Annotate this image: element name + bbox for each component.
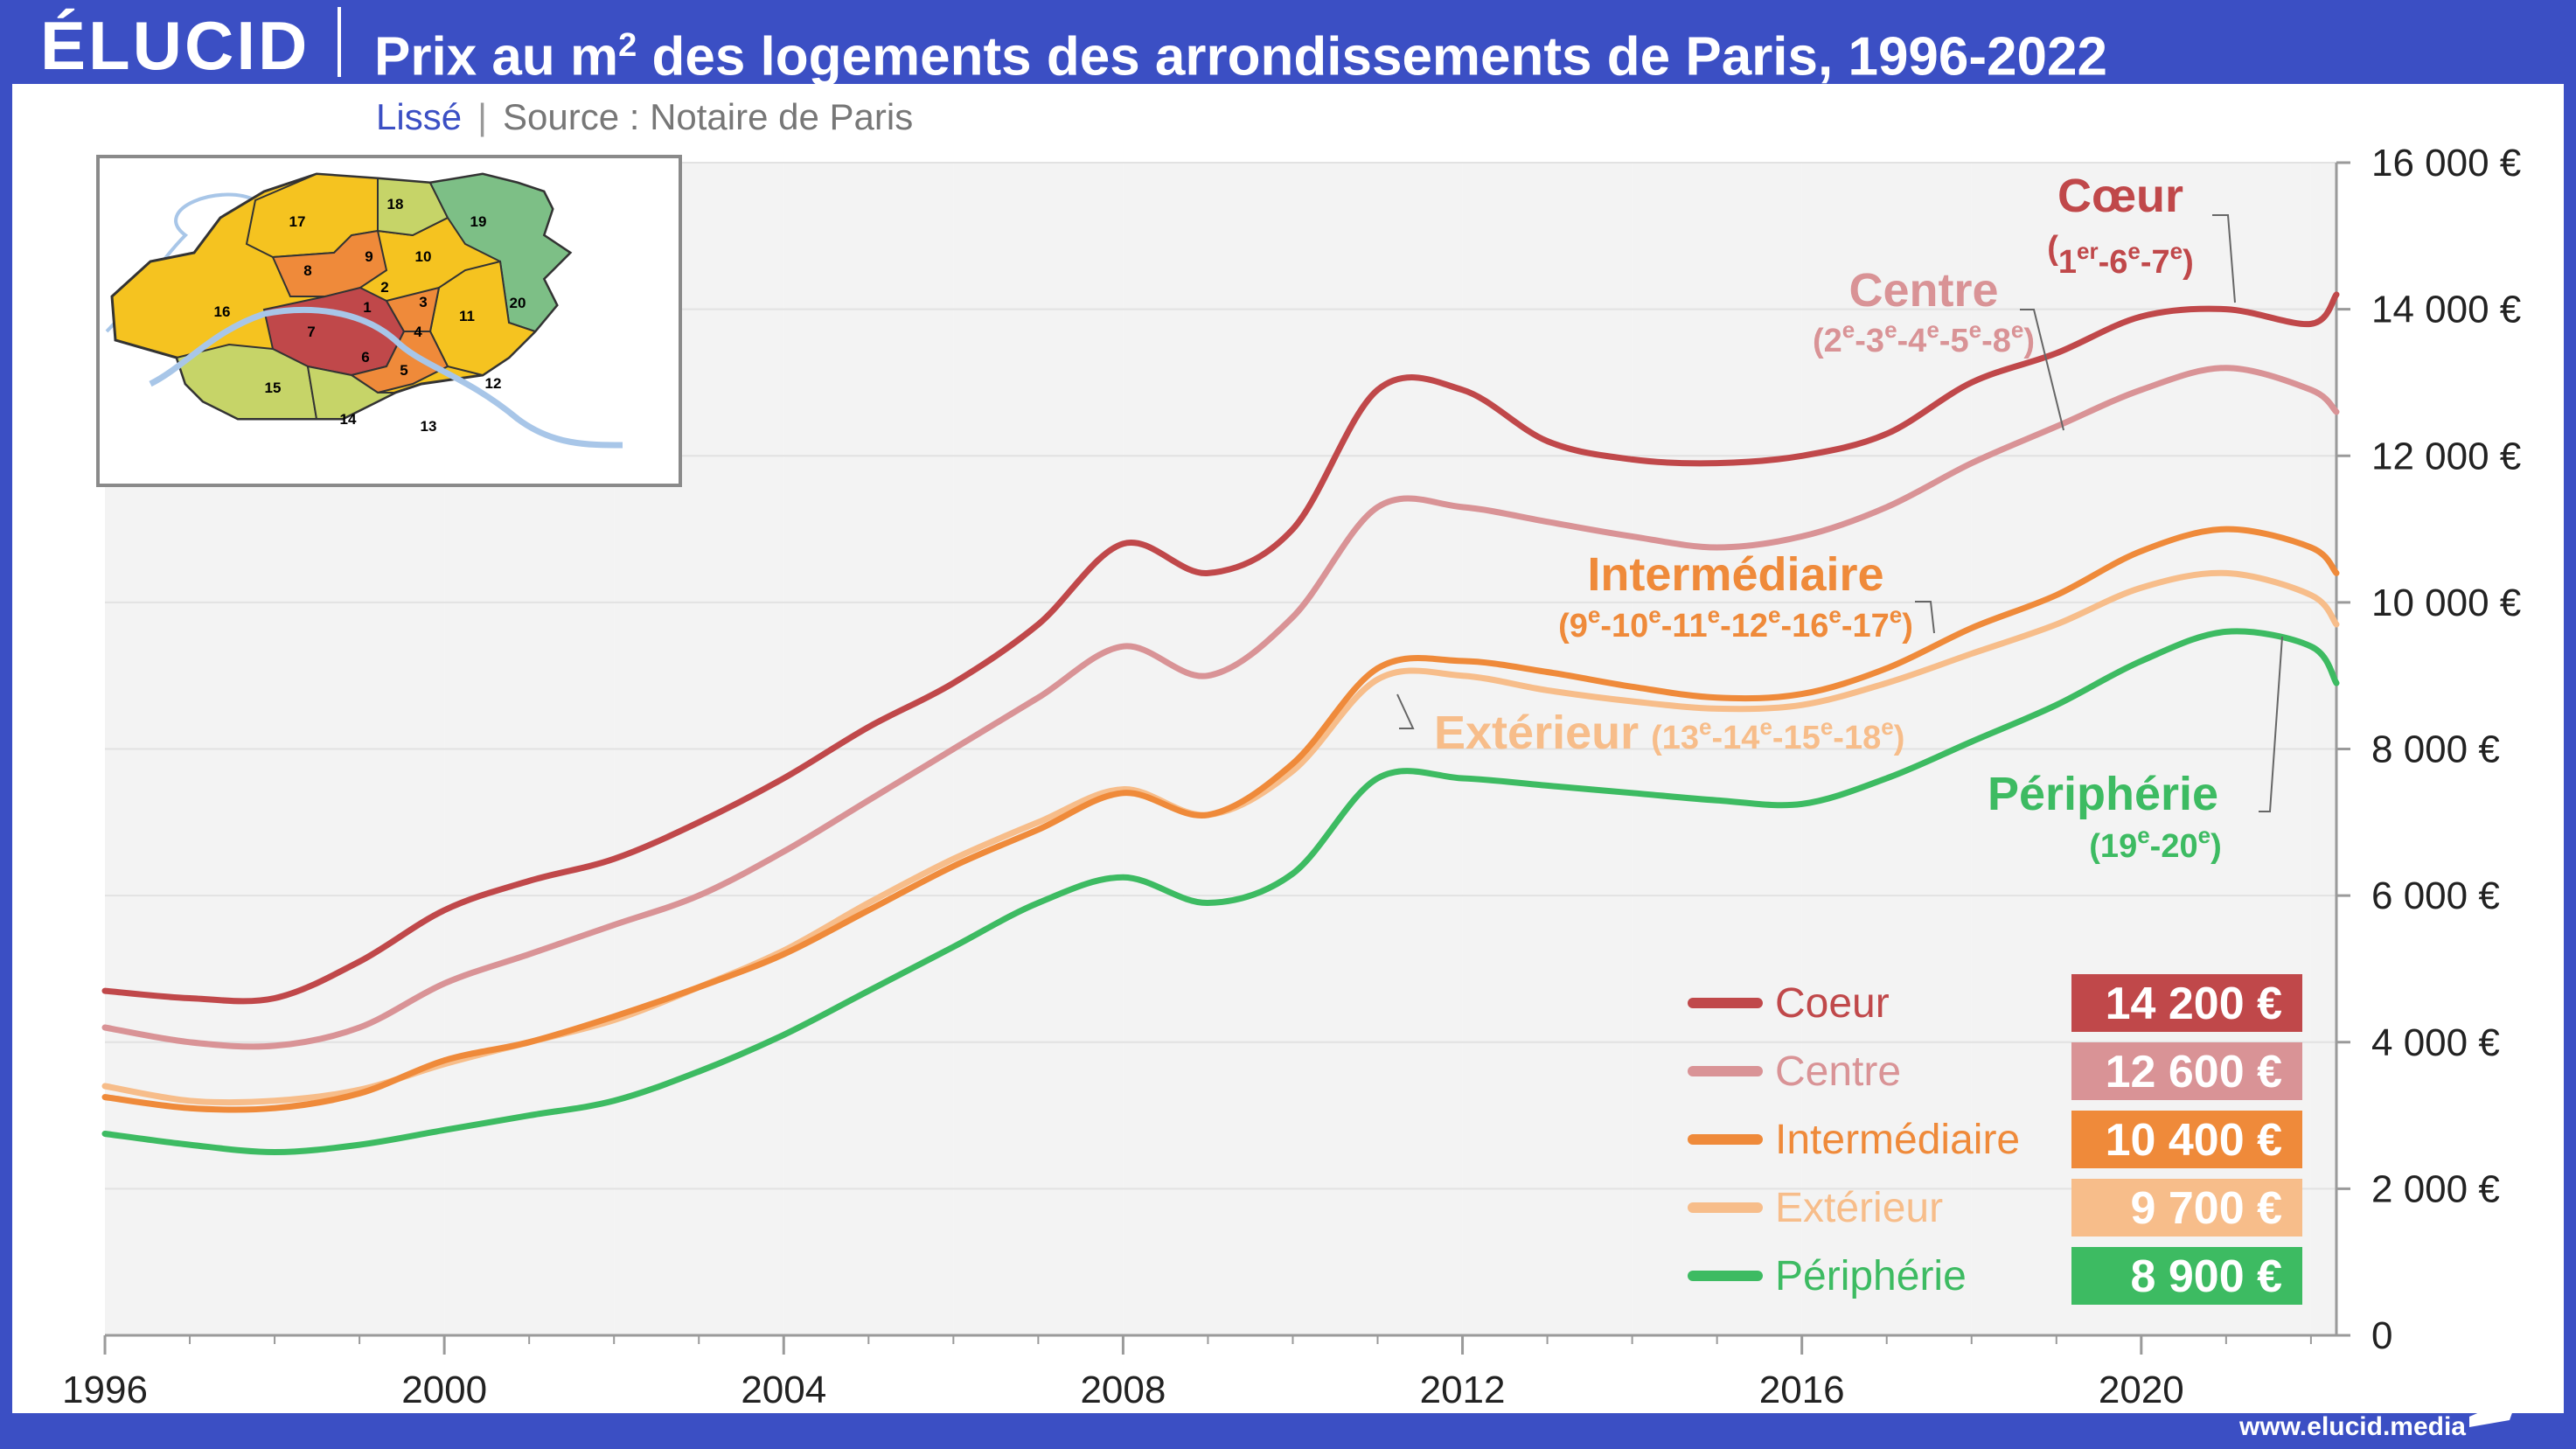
map-label-9: 9 (365, 248, 372, 265)
legend-value-exterieur: 9 700 € (2131, 1183, 2283, 1234)
legend-name-centre: Centre (1775, 1048, 1901, 1095)
map-label-11: 11 (459, 308, 475, 324)
map-label-4: 4 (414, 324, 422, 340)
y-tick-label: 6 000 € (2371, 874, 2500, 917)
map-label-15: 15 (265, 380, 282, 396)
legend-value-badge-coeur (2071, 974, 2302, 1032)
label-leaders (1396, 214, 2283, 812)
footer-url: www.elucid.media (2239, 1412, 2466, 1441)
chart-title: Prix au m2 des logements des arrondissem… (374, 0, 2107, 87)
x-tick-label: 2004 (741, 1369, 826, 1411)
brand-logo: ÉLUCID (40, 7, 310, 84)
series-line-coeur (101, 291, 2340, 1005)
x-tick-label: 2008 (1080, 1369, 1166, 1411)
y-tick-label: 8 000 € (2371, 728, 2500, 771)
y-tick-label: 4 000 € (2371, 1021, 2500, 1064)
legend-value-badge-centre (2071, 1042, 2302, 1100)
y-tick-label: 0 (2371, 1314, 2392, 1357)
map-label-16: 16 (214, 303, 231, 320)
legend-name-peripherie: Périphérie (1775, 1253, 1967, 1299)
y-tick-label: 12 000 € (2371, 435, 2521, 477)
map-label-17: 17 (289, 213, 306, 230)
x-tick-label: 2000 (401, 1369, 487, 1411)
legend-value-intermediaire: 10 400 € (2106, 1115, 2282, 1166)
districts-19-20 (428, 172, 572, 333)
source-label: Source : Notaire de Paris (502, 96, 914, 137)
header: ÉLUCID Prix au m2 des logements des arro… (0, 0, 2576, 87)
x-tick-label: 2012 (1420, 1369, 1506, 1411)
legend-value-badge-peripherie (2071, 1247, 2302, 1305)
title-prefix: Prix au m (374, 26, 619, 87)
legend-name-exterieur: Extérieur (1775, 1185, 1943, 1231)
map-label-1: 1 (363, 299, 371, 316)
y-tick-label: 10 000 € (2371, 582, 2521, 624)
series-line-intermediaire (101, 526, 2340, 1113)
leader-coeur (2212, 214, 2236, 303)
legend-value-badge-exterieur (2071, 1179, 2302, 1237)
series-label-coeur: Cœur (2057, 170, 2183, 222)
series-line-centre (101, 365, 2340, 1050)
x-tick-label: 2020 (2099, 1369, 2184, 1411)
map-label-5: 5 (400, 362, 407, 379)
chart-subtitle: Lissé | Source : Notaire de Paris (376, 96, 913, 138)
leader-exterieur (1396, 693, 1415, 729)
map-label-2: 2 (380, 279, 388, 296)
map-label-6: 6 (361, 349, 369, 366)
map-label-13: 13 (421, 418, 437, 435)
map-label-10: 10 (415, 248, 432, 265)
legend-name-intermediaire: Intermédiaire (1775, 1117, 2020, 1163)
series-detail-centre: (2e-3e-4e-5e-8e) (1813, 317, 2035, 359)
legend-value-centre: 12 600 € (2106, 1047, 2282, 1097)
map-label-19: 19 (470, 213, 487, 230)
legend-name-coeur: Coeur (1775, 980, 1890, 1027)
x-tick-label: 1996 (62, 1369, 148, 1411)
paris-map: 17 18 19 20 8 9 10 16 2 1 3 11 7 4 6 5 1… (96, 155, 682, 487)
series-detail-coeur: (1er-6e-7e) (2047, 230, 2194, 281)
legend-value-coeur: 14 200 € (2106, 979, 2282, 1029)
series-label-centre: Centre (1848, 264, 1998, 317)
map-label-8: 8 (303, 262, 311, 279)
map-label-7: 7 (307, 324, 315, 340)
series-lines (101, 291, 2340, 1155)
header-separator (338, 7, 341, 77)
seine-river-icon (149, 306, 623, 449)
legend: Coeur 14 200 € Centre 12 600 € Intermédiaire… (1688, 974, 2302, 1305)
smoothed-label: Lissé (376, 96, 463, 137)
map-label-14: 14 (340, 411, 357, 428)
leader-intermediaire (1915, 601, 1935, 634)
x-tick-label: 2016 (1759, 1369, 1845, 1411)
map-label-12: 12 (485, 375, 502, 392)
district-5 (349, 331, 449, 394)
y-tick-label: 14 000 € (2371, 289, 2521, 331)
title-superscript: 2 (618, 27, 637, 64)
districts-8-9-10 (271, 229, 388, 297)
title-suffix: des logements des arrondissements de Par… (637, 26, 2107, 87)
series-detail-exterieur: (13e-14e-15e-18e) (1651, 714, 1904, 756)
series-detail-peripherie: (19e-20e) (2089, 822, 2221, 865)
leader-peripherie (2259, 636, 2283, 812)
series-label-intermediaire: Intermédiaire (1587, 548, 1883, 601)
district-11-12 (428, 260, 537, 377)
elucid-mark-icon (2469, 1396, 2518, 1427)
map-label-3: 3 (419, 294, 427, 310)
leader-centre (2020, 309, 2064, 431)
series-labels: Cœur (1er-6e-7e) Centre(2e-3e-4e-5e-8e) Int… (1434, 170, 2222, 865)
series-line-peripherie (101, 628, 2340, 1155)
map-label-18: 18 (387, 196, 404, 212)
map-label-20: 20 (510, 295, 526, 311)
legend-value-peripherie: 8 900 € (2131, 1251, 2283, 1302)
legend-value-badge-intermediaire (2071, 1111, 2302, 1168)
districts-14-15 (175, 343, 318, 420)
series-label-peripherie: Périphérie (1988, 768, 2218, 820)
district-18 (377, 177, 449, 237)
series-detail-intermediaire: (9e-10e-11e-12e-16e-17e) (1558, 602, 1913, 644)
district-13 (306, 365, 396, 420)
y-tick-label: 16 000 € (2371, 142, 2521, 185)
y-tick-label: 2 000 € (2371, 1167, 2500, 1210)
subtitle-separator: | (477, 96, 487, 137)
